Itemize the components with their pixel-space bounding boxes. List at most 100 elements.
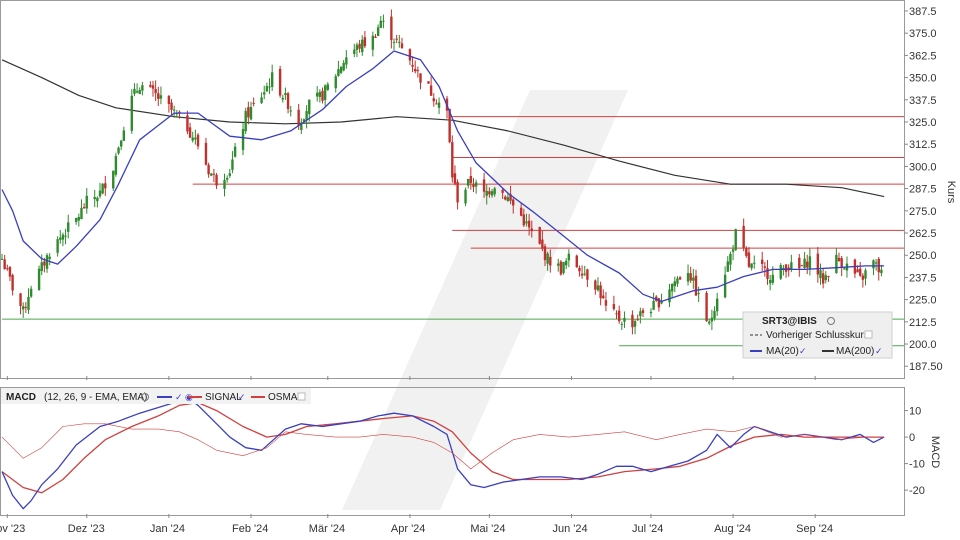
macd-legend: MACD (12, 26, 9 - EMA, EMA) ✓ ◉ SIGNAL ✓… — [1, 388, 311, 404]
price-tick-label: 300.0 — [909, 161, 937, 173]
candle-body — [856, 269, 859, 273]
candle-body — [149, 84, 152, 87]
candle-body — [768, 280, 772, 284]
candle-body — [745, 248, 748, 256]
time-axis: Nov '23 Dez '23 Jan '24 Feb '24 Mär '24 Apr '… — [0, 376, 833, 535]
candle-body — [469, 175, 473, 183]
candle-body — [67, 222, 70, 232]
x-tick-label: Aug '24 — [714, 523, 751, 535]
candle-body — [244, 110, 247, 132]
candle-body — [596, 285, 600, 291]
macd-tick-label: -20 — [909, 485, 925, 497]
candle-body — [657, 298, 661, 308]
candle-body — [742, 225, 745, 248]
candle-body — [729, 253, 732, 265]
candle-body — [395, 38, 398, 40]
candle-body — [798, 257, 801, 269]
macd-check-icon[interactable]: ✓ — [175, 393, 183, 403]
candle-body — [837, 257, 841, 261]
candle-body — [641, 310, 645, 314]
macd-osma-label: OSMA — [268, 392, 298, 403]
candle-body — [578, 267, 581, 272]
price-tick-label: 187.50 — [909, 361, 943, 373]
candle-body — [652, 300, 655, 310]
candle-body — [861, 275, 865, 280]
candle-body — [411, 64, 414, 67]
candle-body — [827, 275, 830, 277]
macd-settings-icon[interactable] — [141, 393, 149, 401]
candle-body — [119, 140, 123, 147]
candle-body — [363, 37, 367, 47]
candle-body — [157, 93, 160, 99]
candle-body — [427, 81, 430, 84]
candle-body — [451, 142, 454, 178]
candle-body — [482, 179, 486, 192]
candle-body — [135, 91, 139, 93]
candle-body — [599, 285, 602, 299]
x-tick-label: Mai '24 — [470, 523, 505, 535]
candle-body — [633, 321, 637, 327]
candle-body — [859, 268, 862, 276]
candle-body — [80, 207, 83, 220]
candle-body — [98, 190, 102, 197]
candle-body — [268, 86, 271, 88]
candle-body — [806, 261, 809, 268]
candle-body — [27, 297, 30, 310]
candle-body — [485, 190, 488, 196]
candle-body — [864, 270, 867, 279]
candle-body — [74, 217, 78, 222]
candle-body — [580, 273, 584, 276]
candle-body — [715, 298, 719, 312]
osma-line — [1, 423, 885, 470]
candle-body — [562, 261, 565, 273]
candle-body — [615, 313, 618, 315]
candle-body — [437, 102, 441, 108]
candle-body — [376, 27, 380, 36]
candle-body — [636, 319, 639, 321]
macd-tick-label: 10 — [909, 406, 921, 418]
candle-body — [474, 182, 478, 187]
candle-body — [525, 221, 528, 224]
price-tick-label: 237.5 — [909, 272, 937, 284]
candle-body — [64, 235, 67, 237]
candle-body — [342, 62, 345, 71]
candle-body — [3, 259, 6, 270]
candle-body — [803, 258, 806, 268]
ma200-line — [1, 59, 885, 198]
candle-body — [37, 268, 41, 291]
signal-line — [1, 401, 885, 494]
candle-body — [318, 91, 322, 98]
candle-body — [766, 268, 769, 280]
candle-body — [782, 267, 785, 270]
candle-body — [194, 137, 197, 140]
candle-body — [623, 317, 626, 322]
candle-body — [297, 109, 300, 126]
candle-body — [19, 293, 22, 306]
candle-body — [506, 197, 510, 202]
candle-body — [154, 88, 157, 94]
candle-body — [334, 76, 337, 89]
macd-signal-label: SIGNAL — [205, 392, 242, 403]
candle-body — [93, 196, 96, 200]
macd-line — [1, 396, 885, 510]
candle-body — [321, 90, 324, 101]
legend-ma20-check-icon[interactable]: ✓ — [799, 347, 807, 357]
candle-body — [358, 43, 361, 49]
osma-checkbox[interactable] — [297, 392, 306, 401]
candle-body — [530, 228, 533, 232]
candle-body — [345, 57, 348, 65]
candle-body — [694, 275, 698, 296]
candle-body — [361, 39, 364, 53]
candle-body — [215, 174, 218, 186]
candle-body — [308, 99, 311, 115]
candle-body — [466, 178, 470, 186]
legend-prev-close-checkbox[interactable] — [864, 330, 873, 339]
candle-body — [880, 269, 883, 274]
legend-ma200-check-icon[interactable]: ✓ — [875, 347, 883, 357]
candle-body — [247, 107, 250, 118]
candle-body — [604, 300, 608, 306]
macd-params: (12, 26, 9 - EMA, EMA) — [44, 392, 147, 403]
candle-body — [286, 93, 290, 110]
legend-settings-icon[interactable] — [827, 317, 835, 325]
signal-check-icon[interactable]: ✓ — [238, 393, 246, 403]
